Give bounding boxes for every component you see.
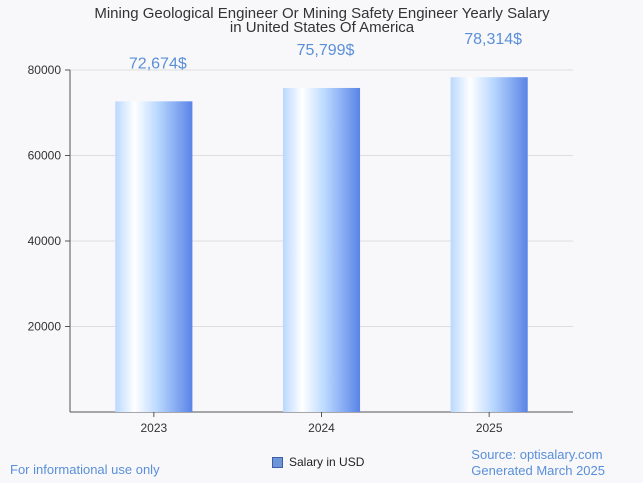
source-block: Source: optisalary.com Generated March 2…	[471, 447, 605, 479]
chart-title-line2: in United States Of America	[230, 19, 415, 36]
source-text: Source: optisalary.com	[471, 447, 603, 462]
generated-text: Generated March 2025	[471, 463, 605, 478]
legend-swatch	[272, 456, 283, 468]
y-tick-label: 60000	[28, 149, 62, 163]
data-label: 72,674$	[129, 55, 187, 72]
y-tick-label: 80000	[28, 63, 62, 77]
data-label: 78,314$	[464, 31, 522, 48]
bar-2025	[450, 77, 528, 413]
chart-title-line1: Mining Geological Engineer Or Mining Saf…	[94, 5, 550, 22]
chart-legend: Salary in USD	[272, 455, 364, 469]
y-tick-label: 40000	[28, 234, 62, 248]
x-tick-label: 2023	[140, 421, 167, 435]
x-tick-label: 2025	[476, 421, 503, 435]
y-tick-label: 20000	[28, 320, 62, 334]
bar-2024	[282, 87, 361, 412]
legend-label: Salary in USD	[289, 455, 365, 469]
disclaimer-text: For informational use only	[10, 462, 160, 477]
data-label: 75,799$	[297, 42, 355, 59]
x-tick-label: 2024	[308, 421, 335, 435]
bar-2023	[115, 101, 193, 412]
